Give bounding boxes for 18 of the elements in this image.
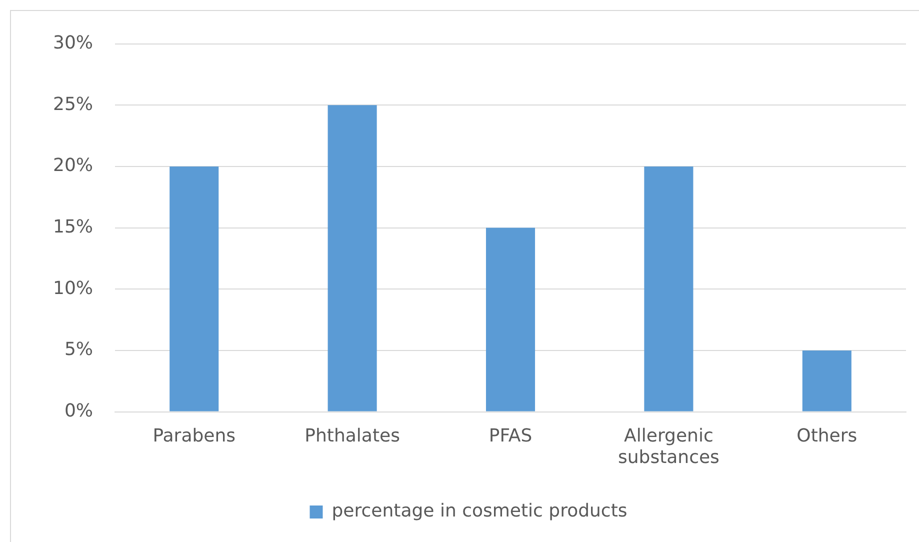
y-tick-label: 25% bbox=[52, 94, 94, 115]
y-tick-label: 30% bbox=[52, 32, 94, 54]
bar bbox=[644, 166, 694, 412]
x-tick-label: Others bbox=[796, 425, 858, 446]
y-tick-label: 5% bbox=[64, 339, 94, 360]
y-tick-label: 0% bbox=[64, 400, 94, 422]
x-tick-label: Parabens bbox=[152, 425, 236, 446]
legend-label: percentage in cosmetic products bbox=[332, 500, 628, 522]
y-tick-label: 15% bbox=[52, 216, 94, 238]
bar bbox=[486, 228, 536, 412]
x-tick-label: Phthalates bbox=[304, 425, 400, 446]
x-tick-label: Allergenic substances bbox=[618, 425, 720, 468]
bar bbox=[170, 166, 219, 412]
bar bbox=[802, 350, 852, 412]
bar bbox=[328, 105, 377, 412]
x-tick-label: PFAS bbox=[488, 425, 532, 446]
y-tick-label: 20% bbox=[52, 155, 94, 176]
y-tick-label: 10% bbox=[52, 278, 94, 299]
